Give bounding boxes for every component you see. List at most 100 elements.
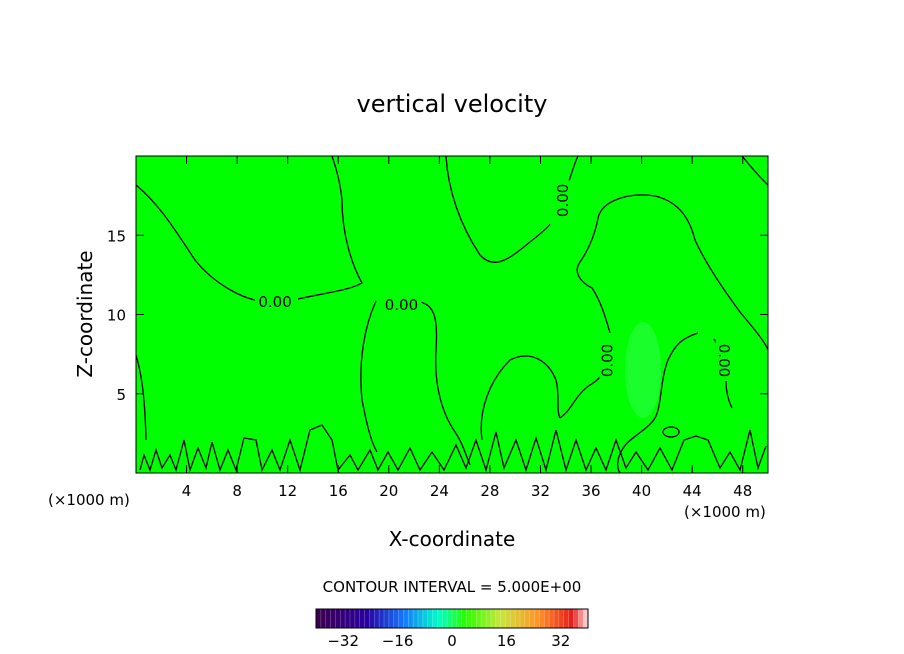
- colorbar-cell: [418, 609, 424, 628]
- colorbar-cell: [471, 609, 477, 628]
- colorbar-cell: [330, 609, 336, 628]
- colorbar-cell: [325, 609, 331, 628]
- colorbar-cell: [505, 609, 511, 628]
- colorbar-cell: [413, 609, 419, 628]
- colorbar-cell: [345, 609, 351, 628]
- contour-label-bg: [381, 296, 422, 313]
- y-axis-label: Z-coordinate: [73, 250, 97, 377]
- contour-line: [480, 355, 561, 441]
- contour-line: [297, 155, 363, 300]
- colorbar-cell: [520, 609, 526, 628]
- x-tick-label: 40: [632, 482, 651, 500]
- colorbar-cell: [563, 609, 569, 628]
- colorbar-tick-label: −32: [327, 632, 359, 650]
- x-tick-label: 28: [480, 482, 499, 500]
- colorbar-cell: [573, 609, 579, 628]
- colorbar-cell: [461, 609, 467, 628]
- contour-label: 0.00: [381, 296, 422, 314]
- colorbar-cell: [340, 609, 346, 628]
- colorbar: [315, 609, 589, 628]
- x-axis-unit-right: (×1000 m): [684, 503, 766, 521]
- colorbar-cell: [393, 609, 399, 628]
- colorbar-cell: [354, 609, 361, 628]
- colorbar-cell: [320, 609, 327, 628]
- colorbar-cell: [374, 609, 380, 628]
- contour-line: [445, 155, 551, 263]
- contour-label-text: 0.00: [598, 344, 616, 377]
- colorbar-cell: [481, 609, 487, 628]
- x-tick-label: 32: [531, 482, 550, 500]
- colorbar-cell: [398, 609, 404, 628]
- colorbar-cell: [369, 609, 375, 628]
- colorbar-tick-label: 16: [497, 632, 516, 650]
- x-tick-label: 36: [581, 482, 600, 500]
- positive-velocity-patch: [625, 322, 661, 418]
- contour-line: [741, 155, 769, 186]
- colorbar-tick-label: 0: [447, 632, 457, 650]
- colorbar-cell: [379, 609, 385, 628]
- colorbar-ticks: −32 −16 0 16 32: [327, 632, 570, 650]
- contour-label-text: 0.00: [385, 296, 418, 314]
- colorbar-cell: [437, 609, 443, 628]
- colorbar-cell: [486, 609, 492, 628]
- colorbar-cell: [490, 609, 497, 628]
- colorbar-cell: [510, 609, 516, 628]
- colorbar-cell: [427, 609, 433, 628]
- colorbar-cell: [515, 609, 521, 628]
- x-tick-label: 20: [379, 482, 398, 500]
- contour-label-text: 0.00: [554, 184, 572, 217]
- colorbar-cell: [534, 609, 540, 628]
- x-axis-ticks: 4 8 12 16 20 24 28 32 36 40 44 48: [182, 156, 752, 500]
- colorbar-frame: [315, 608, 589, 629]
- colorbar-cell: [350, 609, 356, 628]
- colorbar-cell: [578, 609, 584, 628]
- colorbar-cell: [568, 609, 574, 628]
- x-axis-label: X-coordinate: [389, 527, 516, 551]
- contour-line: [135, 184, 263, 302]
- contour-label: 0.00: [715, 340, 733, 381]
- x-tick-label: 16: [329, 482, 348, 500]
- colorbar-cell: [432, 609, 438, 628]
- contour-label-bg: [255, 293, 296, 310]
- colorbar-tick-label: 32: [551, 632, 570, 650]
- colorbar-cell: [466, 609, 472, 628]
- contour-line: [135, 354, 147, 441]
- contour-labels: 0.00 0.00 0.00 0.00 0.00: [255, 180, 733, 381]
- contour-label-bg: [715, 340, 732, 381]
- x-tick-label: 24: [430, 482, 449, 500]
- colorbar-cell: [452, 609, 458, 628]
- x-tick-label: 44: [683, 482, 702, 500]
- contour-label: 0.00: [598, 340, 616, 381]
- x-tick-label: 4: [182, 482, 192, 500]
- colorbar-cell: [422, 609, 429, 628]
- colorbar-cell: [500, 609, 506, 628]
- colorbar-cell: [388, 609, 395, 628]
- colorbar-cell: [524, 609, 531, 628]
- colorbar-cell: [335, 609, 341, 628]
- colorbar-cell: [364, 609, 370, 628]
- plot-area: [136, 156, 768, 473]
- colorbar-cell: [442, 609, 448, 628]
- contour-surface-noise: [139, 424, 767, 473]
- y-tick-label: 10: [107, 307, 126, 325]
- colorbar-cell: [495, 609, 501, 628]
- colorbar-cell: [403, 609, 409, 628]
- contour-label-bg: [599, 340, 616, 381]
- contour-line: [419, 301, 471, 466]
- contour-line: [360, 300, 378, 453]
- zero-contours: [135, 155, 769, 474]
- x-tick-label: 48: [733, 482, 752, 500]
- y-tick-label: 15: [107, 227, 126, 245]
- contour-interval-note: CONTOUR INTERVAL = 5.000E+00: [323, 578, 582, 596]
- colorbar-cell: [456, 609, 463, 628]
- x-axis-unit-left: (×1000 m): [48, 491, 130, 509]
- colorbar-cell: [583, 609, 589, 628]
- colorbar-cell: [476, 609, 482, 628]
- colorbar-cell: [359, 609, 365, 628]
- colorbar-cell: [408, 609, 414, 628]
- chart-title: vertical velocity: [357, 90, 548, 118]
- colorbar-cell: [384, 609, 390, 628]
- x-tick-label: 8: [232, 482, 242, 500]
- contour-label-text: 0.00: [715, 344, 733, 377]
- colorbar-cell: [554, 609, 560, 628]
